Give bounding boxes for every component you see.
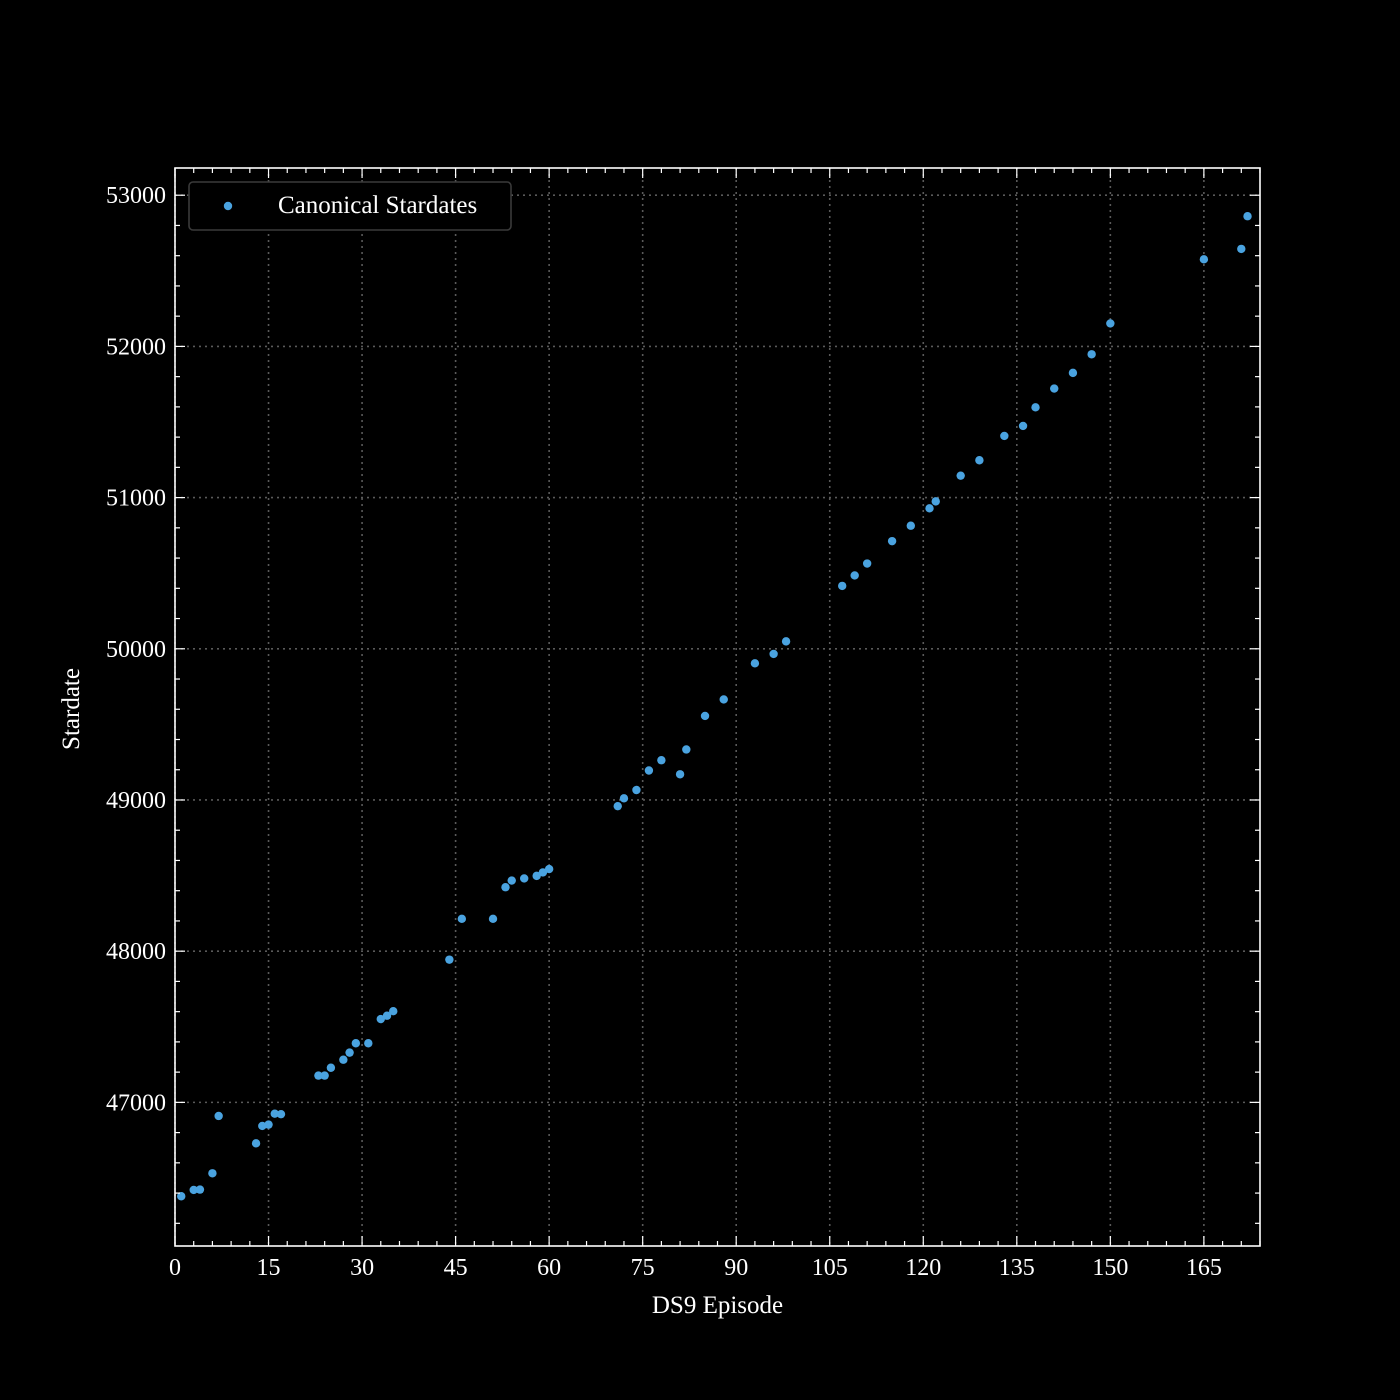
data-point	[1199, 255, 1209, 264]
data-point	[1018, 421, 1028, 431]
data-point	[532, 871, 541, 881]
data-point	[1031, 403, 1040, 412]
data-point	[613, 801, 622, 811]
data-point	[682, 745, 691, 754]
x-tick-label: 0	[169, 1255, 181, 1281]
data-point	[177, 1192, 186, 1201]
data-point	[364, 1039, 373, 1048]
data-point	[251, 1139, 261, 1148]
legend: Canonical Stardates	[188, 181, 512, 231]
data-point	[326, 1063, 336, 1072]
data-point	[632, 785, 641, 795]
x-tick-label: 45	[444, 1255, 468, 1281]
data-point	[1237, 244, 1246, 254]
data-point	[208, 1169, 217, 1178]
data-point	[488, 914, 498, 924]
y-tick-label: 47000	[106, 1090, 166, 1116]
x-tick-label: 75	[631, 1255, 655, 1281]
x-axis-label: DS9 Episode	[652, 1292, 783, 1319]
data-point	[538, 868, 548, 877]
data-point	[389, 1006, 398, 1016]
legend-label: Canonical Stardates	[278, 192, 477, 219]
data-point	[975, 456, 984, 465]
data-point	[345, 1048, 354, 1057]
y-axis-label: Stardate	[58, 668, 85, 750]
data-point	[270, 1109, 279, 1118]
data-point	[1087, 350, 1096, 359]
x-tick-label: 165	[1186, 1255, 1222, 1281]
data-point	[906, 521, 916, 530]
data-point	[276, 1109, 286, 1119]
data-point	[376, 1014, 385, 1024]
data-point	[719, 695, 728, 704]
data-point	[339, 1055, 348, 1064]
data-point	[314, 1071, 323, 1080]
y-tick-label: 51000	[106, 486, 166, 512]
data-point	[195, 1185, 205, 1194]
data-point	[382, 1011, 392, 1020]
data-point	[838, 581, 847, 591]
data-point	[214, 1111, 223, 1121]
data-point	[507, 876, 516, 885]
data-point	[457, 914, 467, 924]
data-point	[1243, 212, 1252, 221]
x-tick-label: 150	[1092, 1255, 1128, 1281]
data-point	[850, 571, 859, 580]
legend-marker	[223, 201, 233, 211]
data-point	[956, 471, 965, 480]
data-point	[1050, 384, 1059, 393]
scatter-points	[177, 212, 1252, 1201]
data-point	[1000, 431, 1009, 441]
tick-labels: 0 15 30 45 60 75 90 105 120 135 150 165 47000 48000 49…	[106, 183, 1222, 1281]
data-point	[657, 756, 666, 765]
data-point	[931, 497, 940, 506]
x-tick-label: 30	[350, 1255, 374, 1281]
data-point	[750, 659, 760, 668]
data-point	[258, 1121, 267, 1131]
y-tick-label: 49000	[106, 788, 166, 814]
data-point	[189, 1185, 198, 1195]
x-tick-label: 120	[905, 1255, 941, 1281]
data-point	[1106, 319, 1115, 328]
data-point	[644, 766, 654, 775]
data-point	[445, 955, 454, 964]
data-point	[519, 874, 529, 883]
data-point	[619, 794, 629, 803]
y-tick-label: 48000	[106, 939, 166, 965]
y-tick-label: 52000	[106, 334, 166, 360]
legend-box	[188, 181, 512, 231]
data-point	[781, 637, 791, 646]
x-tick-label: 105	[812, 1255, 848, 1281]
x-tick-label: 90	[724, 1255, 748, 1281]
data-point	[351, 1039, 361, 1048]
data-point	[544, 864, 554, 874]
data-point	[264, 1120, 273, 1129]
y-tick-label: 53000	[106, 183, 166, 209]
data-point	[887, 536, 897, 546]
data-point	[675, 770, 685, 779]
axis-ticks	[174, 168, 1261, 1246]
data-point	[700, 711, 710, 721]
data-point	[501, 883, 510, 892]
data-point	[862, 559, 872, 568]
x-tick-label: 60	[537, 1255, 561, 1281]
data-point	[925, 504, 934, 513]
data-point	[769, 649, 778, 659]
x-tick-label: 135	[999, 1255, 1035, 1281]
data-point	[320, 1071, 329, 1080]
data-point	[1068, 368, 1078, 378]
y-tick-label: 50000	[106, 637, 166, 663]
x-tick-label: 15	[257, 1255, 281, 1281]
